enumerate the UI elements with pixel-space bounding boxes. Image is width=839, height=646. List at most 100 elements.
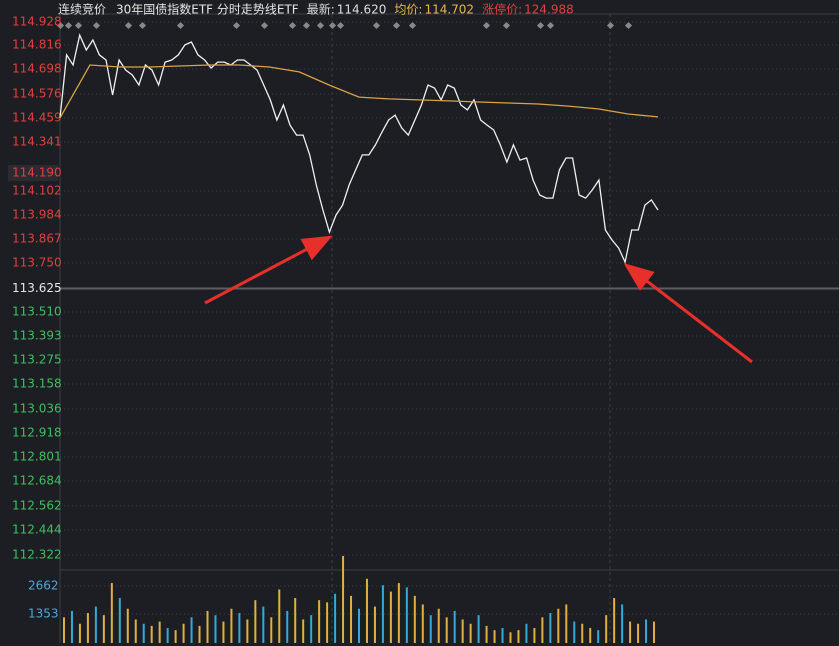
volume-bar	[206, 610, 209, 643]
y-tick-label: 113.867	[12, 232, 62, 246]
volume-bar	[581, 623, 584, 643]
volume-bar	[621, 604, 624, 643]
y-tick-label: 112.444	[12, 523, 62, 537]
volume-bar	[541, 617, 544, 643]
volume-bar	[493, 630, 496, 643]
volume-bar	[573, 621, 576, 643]
y-tick-label: 113.158	[12, 377, 62, 391]
volume-bar	[102, 615, 105, 643]
volume-bar	[310, 615, 313, 643]
annotation-arrow	[204, 235, 333, 305]
volume-bar	[214, 615, 217, 643]
stat-value: 124.988	[524, 3, 574, 17]
volume-bar	[246, 619, 249, 643]
annotation-arrow	[623, 263, 753, 364]
plot-layer: 114.928 114.816 114.698 114.576 114.459 114.3…	[8, 15, 839, 643]
volume-bar	[286, 610, 289, 643]
volume-bar	[78, 623, 81, 643]
volume-bar	[453, 610, 456, 643]
y-tick-label: 114.102	[12, 183, 62, 197]
chart-title: 30年国债指数ETF 分时走势线ETF	[116, 2, 299, 17]
y-tick-label: 113.510	[12, 305, 62, 319]
volume-bar	[405, 587, 408, 643]
volume-bar	[381, 585, 384, 643]
stat-label: 最新:	[307, 2, 335, 17]
volume-bar	[222, 621, 225, 643]
volume-bar	[461, 619, 464, 643]
volume-bar	[62, 617, 65, 643]
y-tick-label: 112.684	[12, 473, 62, 487]
volume-bar	[597, 630, 600, 643]
y-tick-label: 112.801	[12, 450, 62, 464]
stat-label: 涨停价:	[482, 2, 522, 17]
y-tick-label: 114.459	[12, 110, 62, 124]
volume-bar	[278, 589, 281, 643]
stat-value: 114.620	[337, 3, 387, 17]
volume-bar	[429, 615, 432, 643]
price-marker-label: 114.190	[12, 165, 62, 179]
status: 连续竞价	[58, 2, 106, 17]
volume-bar	[174, 630, 177, 643]
volume-bar	[413, 595, 416, 643]
volume-bar	[254, 600, 257, 643]
y-tick-label: 113.393	[12, 328, 62, 342]
volume-bar	[182, 623, 185, 643]
y-tick-label: 114.341	[12, 135, 62, 149]
y-tick-label: 112.918	[12, 426, 62, 440]
volume-bar	[389, 591, 392, 643]
volume-bar	[645, 619, 648, 643]
volume-bar	[142, 623, 145, 643]
volume-bar	[589, 628, 592, 643]
volume-bar	[477, 615, 480, 643]
volume-bar	[565, 604, 568, 643]
volume-bar	[190, 617, 193, 643]
volume-bar	[365, 578, 368, 643]
volume-bar	[485, 625, 488, 643]
volume-bar	[501, 628, 504, 643]
volume-bar	[134, 619, 137, 643]
volume-bar	[421, 604, 424, 643]
volume-bar	[373, 606, 376, 643]
y-tick-label: 113.750	[12, 255, 62, 269]
y-tick-label: 113.625	[12, 281, 62, 295]
volume-bar	[158, 621, 161, 643]
y-tick-label: 114.816	[12, 37, 62, 51]
volume-bar	[605, 615, 608, 643]
y-tick-label: 112.562	[12, 498, 62, 512]
volume-bar	[118, 598, 121, 643]
volume-bar	[445, 617, 448, 643]
volume-bar	[613, 598, 616, 643]
volume-bar	[318, 600, 321, 643]
volume-bar	[294, 598, 297, 643]
volume-bar	[350, 595, 353, 643]
y-tick-label: 112.322	[12, 548, 62, 562]
volume-bar	[653, 621, 656, 643]
volume-bar	[533, 628, 536, 643]
volume-tick-label: 2662	[28, 579, 59, 593]
y-tick-label: 113.275	[12, 353, 62, 367]
volume-bar	[437, 608, 440, 643]
volume-bar	[469, 623, 472, 643]
volume-bar	[517, 630, 520, 643]
volume-bar	[509, 632, 512, 643]
volume-bar	[126, 608, 129, 643]
volume-bar	[70, 610, 73, 643]
volume-bar	[166, 628, 169, 643]
volume-bar	[198, 625, 201, 643]
volume-bar	[94, 606, 97, 643]
volume-bar	[358, 608, 360, 643]
average-line	[59, 64, 659, 119]
y-tick-label: 114.698	[12, 62, 62, 76]
price-line	[59, 33, 659, 265]
volume-bar	[110, 583, 113, 643]
volume-bar	[525, 623, 528, 643]
price-marker-box	[8, 164, 58, 181]
y-tick-label: 113.036	[12, 401, 62, 415]
stat-value: 114.702	[424, 3, 474, 17]
volume-bar	[549, 613, 552, 643]
volume-bar	[397, 583, 400, 643]
volume-bar	[629, 621, 632, 643]
